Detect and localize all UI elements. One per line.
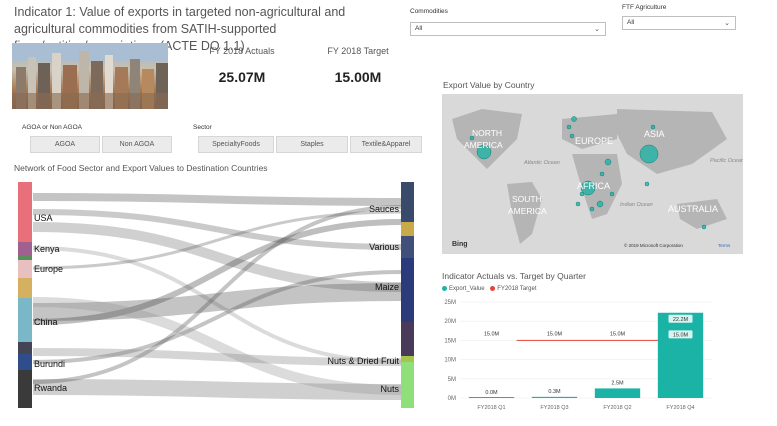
bar-export-value[interactable] <box>531 396 578 398</box>
data-label-target: 15.0M <box>547 331 563 337</box>
commodities-label: Commodities <box>410 8 448 15</box>
sankey-label-europe: Europe <box>34 264 63 274</box>
world-map-svg: NORTH AMERICA EUROPE ASIA AFRICA SOUTH A… <box>442 94 743 254</box>
city-skyline-image <box>12 43 168 109</box>
map-label-africa: AFRICA <box>577 181 610 191</box>
data-label-export: 0.3M <box>548 389 561 395</box>
commodities-value: All <box>415 25 423 32</box>
chevron-down-icon: ⌄ <box>594 26 600 33</box>
agoa-button[interactable]: AGOA <box>30 136 100 153</box>
sankey-node-burundi[interactable] <box>18 354 32 370</box>
city-skyline-graphic <box>12 43 168 109</box>
ftf-dropdown[interactable]: All ⌄ <box>622 16 736 30</box>
y-tick-label: 15M <box>444 338 456 344</box>
data-label-bg <box>668 330 693 339</box>
map-title: Export Value by Country <box>443 80 535 90</box>
map-label-south: SOUTH <box>512 194 542 204</box>
sankey-svg: USA Kenya Europe China Burundi Rwanda Sa… <box>18 182 414 408</box>
sankey-label-nuts-dried: Nuts & Dried Fruit <box>327 356 399 366</box>
sankey-node-maize[interactable] <box>401 258 414 322</box>
data-label-export: 22.2M <box>673 317 689 323</box>
chevron-down-icon: ⌄ <box>724 20 730 27</box>
commodities-dropdown[interactable]: All ⌄ <box>410 22 606 36</box>
sankey-node-kenya[interactable] <box>18 242 32 256</box>
bar-export-value[interactable] <box>468 397 515 398</box>
bing-logo: Bing <box>452 241 468 248</box>
target-label: FY 2018 Target <box>327 46 389 56</box>
sankey-label-various: Various <box>369 242 399 252</box>
data-label-export: 0.0M <box>485 390 498 396</box>
sankey-label-nuts: Nuts <box>380 384 399 394</box>
x-tick-label: FY2018 Q3 <box>540 405 568 411</box>
map-terms-link[interactable]: Terms <box>718 243 731 248</box>
data-label-target: 15.0M <box>673 332 689 338</box>
map-label-australia: AUSTRALIA <box>668 204 718 214</box>
actuals-value: 25.07M <box>218 69 266 85</box>
sankey-label-burundi: Burundi <box>34 359 65 369</box>
sankey-label-kenya: Kenya <box>34 244 60 254</box>
sector-staples-button[interactable]: Staples <box>276 136 348 153</box>
sankey-node-various[interactable] <box>401 236 414 258</box>
map-label-pacific: Pacific Ocean <box>710 158 743 164</box>
sankey-node-usa[interactable] <box>18 182 32 242</box>
sankey-label-china: China <box>34 317 58 327</box>
x-tick-label: FY2018 Q2 <box>603 405 631 411</box>
ftf-value: All <box>627 19 635 26</box>
bar-export-value[interactable] <box>594 388 641 398</box>
bar-chart-svg: 0M 5M 10M 15M 20M 25M 0.0M 15.0M FY2018 Q1 0.3M 15… <box>444 300 712 411</box>
sankey-node-sauces[interactable] <box>401 182 414 222</box>
target-value: 15.00M <box>334 69 382 85</box>
bar-chart[interactable]: 0M 5M 10M 15M 20M 25M 0.0M 15.0M FY2018 Q1 0.3M 15… <box>430 296 720 414</box>
sankey-label-usa: USA <box>34 213 53 223</box>
agoa-label: AGOA or Non AGOA <box>22 124 82 131</box>
sankey-label-maize: Maize <box>375 282 399 292</box>
legend-target-dot <box>490 286 496 291</box>
ftf-label: FTF Agriculture <box>622 4 667 11</box>
map-label-america: AMERICA <box>464 140 503 150</box>
sankey-label-sauces: Sauces <box>369 204 400 214</box>
bar-chart-title: Indicator Actuals vs. Target by Quarter <box>442 271 586 281</box>
sankey-node-rwanda[interactable] <box>18 370 32 408</box>
map-label-indian: Indian Ocean <box>620 202 653 208</box>
data-label-target: 15.0M <box>484 331 500 337</box>
world-map[interactable]: NORTH AMERICA EUROPE ASIA AFRICA SOUTH A… <box>442 94 743 254</box>
sankey-node-nuts[interactable] <box>401 362 414 408</box>
map-copyright: © 2019 Microsoft Corporation <box>624 242 683 248</box>
bar-export-value[interactable] <box>657 312 704 398</box>
y-tick-label: 0M <box>448 396 456 402</box>
y-tick-label: 5M <box>448 377 456 383</box>
sector-textile-button[interactable]: Textile&Apparel <box>350 136 422 153</box>
sankey-chart[interactable]: USA Kenya Europe China Burundi Rwanda Sa… <box>18 182 414 408</box>
y-tick-label: 20M <box>444 319 456 325</box>
data-label-export: 2.5M <box>611 380 624 386</box>
sector-specialtyfoods-button[interactable]: SpecialtyFoods <box>198 136 274 153</box>
data-label-bg <box>668 314 693 323</box>
x-tick-label: FY2018 Q1 <box>477 405 505 411</box>
sector-label: Sector <box>193 124 212 131</box>
non-agoa-button[interactable]: Non AGOA <box>102 136 172 153</box>
actuals-label: FY 2018 Actuals <box>209 46 275 56</box>
bar-chart-legend: Export_Value FY2018 Target <box>442 286 537 292</box>
legend-target-label: FY2018 Target <box>497 286 537 293</box>
sankey-title: Network of Food Sector and Export Values… <box>14 163 268 173</box>
map-label-north-america: NORTH <box>472 128 502 138</box>
x-tick-label: FY2018 Q4 <box>666 405 694 411</box>
y-tick-label: 10M <box>444 358 456 364</box>
map-label-asia: ASIA <box>644 129 665 139</box>
sankey-node-nuts-dried[interactable] <box>401 322 414 356</box>
data-label-target: 15.0M <box>610 331 626 337</box>
sankey-node-china[interactable] <box>18 298 32 342</box>
legend-export-dot <box>442 286 447 291</box>
legend-export-label: Export_Value <box>449 286 485 293</box>
sankey-label-rwanda: Rwanda <box>34 383 67 393</box>
sankey-node-europe[interactable] <box>18 260 32 278</box>
map-label-europe: EUROPE <box>575 136 613 146</box>
map-label-south-america: AMERICA <box>508 206 547 216</box>
map-label-atlantic: Atlantic Ocean <box>523 160 560 166</box>
y-tick-label: 25M <box>444 300 456 306</box>
